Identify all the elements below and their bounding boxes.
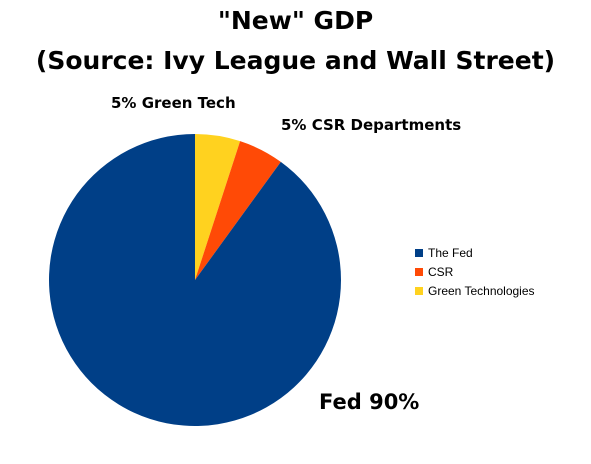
- legend-item-csr: CSR: [415, 262, 535, 281]
- chart-subtitle: (Source: Ivy League and Wall Street): [35, 46, 556, 75]
- chart-title: "New" GDP: [217, 6, 374, 35]
- pie-slice-green-technologies: [195, 134, 241, 280]
- legend-item-green-technologies: Green Technologies: [415, 281, 535, 300]
- legend-label-green-technologies: Green Technologies: [428, 283, 535, 298]
- legend: The Fed CSR Green Technologies: [415, 243, 535, 300]
- legend-item-the-fed: The Fed: [415, 243, 535, 262]
- pie-slice-csr: [195, 141, 281, 280]
- data-label-csr: 5% CSR Departments: [281, 116, 462, 134]
- data-label-fed: Fed 90%: [319, 390, 420, 414]
- legend-swatch-csr: [415, 267, 423, 276]
- legend-swatch-the-fed: [415, 248, 423, 257]
- pie-slice-the-fed: [48, 134, 341, 426]
- legend-swatch-green-technologies: [415, 286, 423, 295]
- legend-label-csr: CSR: [428, 264, 454, 279]
- legend-label-the-fed: The Fed: [428, 245, 473, 260]
- data-label-green-tech: 5% Green Tech: [111, 94, 236, 112]
